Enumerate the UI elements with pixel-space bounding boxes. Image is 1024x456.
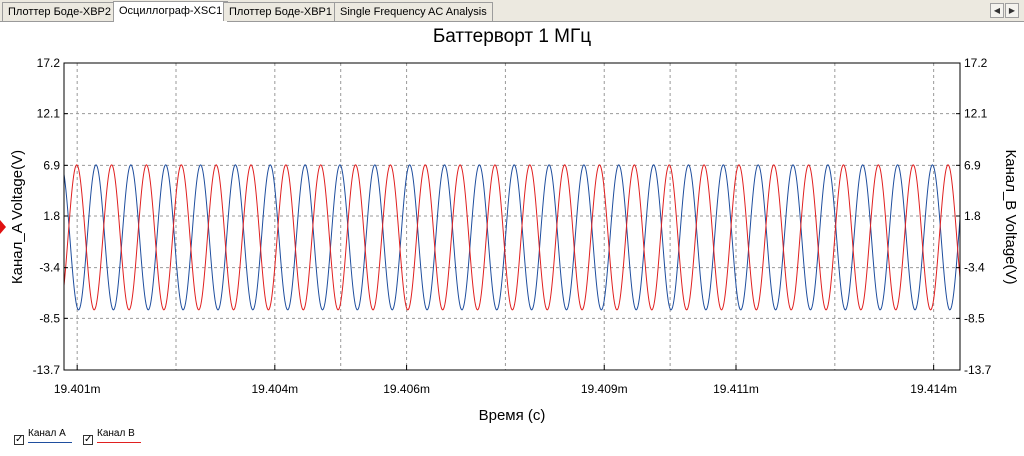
chart-title: Баттерворт 1 МГц: [433, 26, 591, 47]
y-tick-label-left: 12.1: [37, 107, 61, 121]
y-tick-label-left: 6.9: [43, 158, 60, 172]
y-tick-label-right: -3.4: [964, 261, 985, 275]
tab-bode-xbp2[interactable]: Плоттер Боде-XBP2: [2, 2, 117, 21]
legend-item-channel-a[interactable]: ✓ Канал A: [14, 428, 78, 450]
x-tick-label: 19.404m: [251, 382, 298, 396]
x-axis-label: Время (с): [479, 407, 546, 424]
x-tick-label: 19.409m: [581, 382, 628, 396]
series-line-channel-b: [63, 164, 961, 311]
tab-bode-xbp1[interactable]: Плоттер Боде-XBP1: [223, 2, 338, 21]
y-axis-label-left: Канал_A Voltage(V): [9, 150, 26, 284]
y-tick-label-right: 12.1: [964, 107, 988, 121]
legend-item-channel-b[interactable]: ✓ Канал B: [83, 428, 147, 450]
tab-scroll-right-icon[interactable]: ▶: [1005, 3, 1019, 18]
legend-label-channel-b: Канал B: [97, 428, 135, 439]
chart-grid: [64, 63, 960, 370]
y-tick-label-right: 1.8: [964, 209, 981, 223]
y-tick-label-left: -8.5: [39, 311, 60, 325]
tab-bar: Плоттер Боде-XBP2 Осциллограф-XSC1 Плотт…: [0, 0, 1024, 22]
y-axis-label-right: Канал_B Voltage(V): [1002, 149, 1019, 284]
series-line-channel-a: [63, 164, 961, 311]
y-tick-label-right: -13.7: [964, 363, 992, 377]
x-axis-ticks: 19.401m 19.404m 19.406m 19.409m 19.411m 19.41…: [54, 365, 957, 396]
y-tick-label-left: 17.2: [37, 56, 61, 70]
y-tick-label-left: -13.7: [33, 363, 61, 377]
x-tick-label: 19.401m: [54, 382, 101, 396]
x-tick-label: 19.414m: [910, 382, 957, 396]
x-tick-label: 19.411m: [713, 382, 759, 396]
y-tick-label-left: -3.4: [39, 261, 60, 275]
channel-a-checkbox[interactable]: ✓: [14, 434, 24, 445]
tab-scroll-left-icon[interactable]: ◀: [990, 3, 1004, 18]
y-axis-ticks: 17.2 17.2 12.1 12.1 6.9 6.9 1.8 1.8 -3.4 -3.4 -8.5…: [33, 56, 992, 377]
channel-b-checkbox[interactable]: ✓: [83, 434, 93, 445]
legend: ✓ Канал A ✓ Канал B: [0, 424, 300, 454]
y-tick-label-right: -8.5: [964, 311, 985, 325]
series-layer: [63, 164, 961, 311]
legend-swatch-channel-a: [28, 442, 72, 443]
x-tick-label: 19.406m: [383, 382, 430, 396]
tab-single-frequency-ac[interactable]: Single Frequency AC Analysis: [334, 2, 493, 21]
y-tick-label-left: 1.8: [43, 209, 60, 223]
legend-label-channel-a: Канал A: [28, 428, 66, 439]
oscilloscope-chart: Баттерворт 1 МГц 17.2 17.212.1 12.16.9 6.91…: [9, 26, 1019, 424]
tab-oscilloscope-xsc1[interactable]: Осциллограф-XSC1: [113, 1, 229, 22]
y-tick-label-right: 17.2: [964, 56, 988, 70]
y-tick-label-right: 6.9: [964, 158, 981, 172]
cursor-marker-icon[interactable]: [0, 220, 6, 234]
legend-swatch-channel-b: [97, 442, 141, 443]
